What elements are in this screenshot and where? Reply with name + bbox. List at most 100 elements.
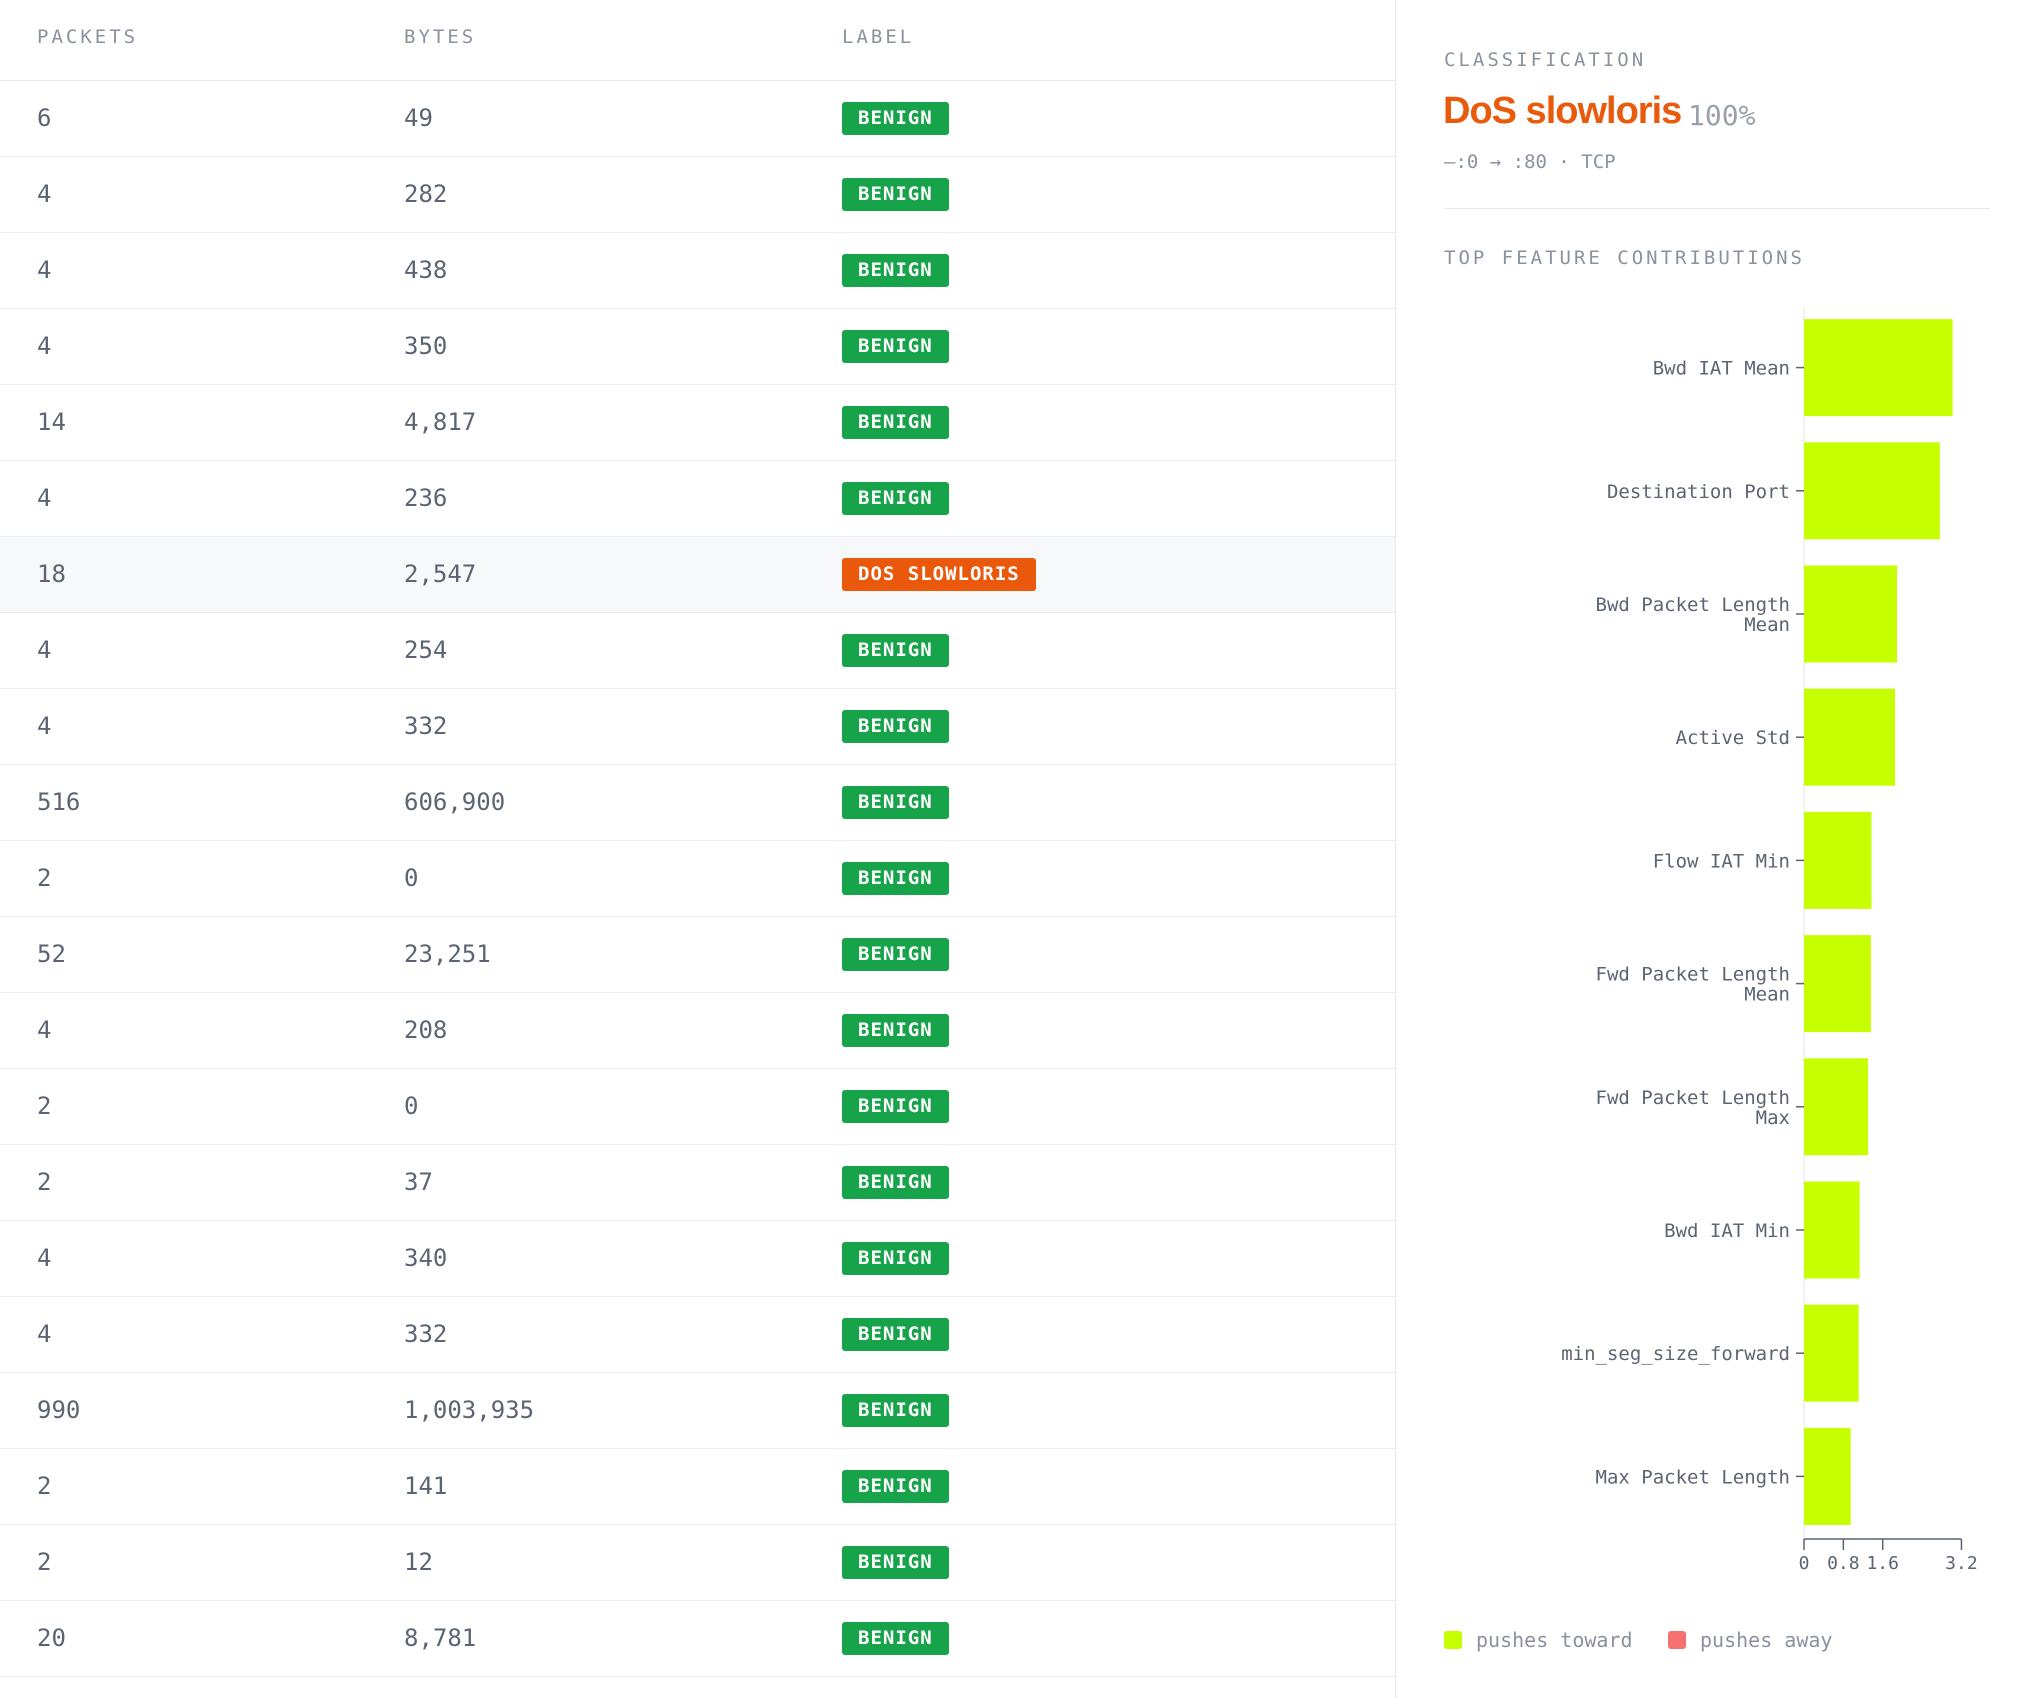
table-row[interactable]: 4 438 BENIGN (0, 233, 1395, 309)
bytes-cell: 23,251 (404, 940, 491, 968)
column-header-packets[interactable]: PACKETS (37, 26, 139, 48)
bytes-cell: 37 (404, 1168, 433, 1196)
bytes-cell: 0 (404, 864, 419, 892)
column-header-bytes[interactable]: BYTES (404, 26, 477, 48)
table-row[interactable]: 4 350 BENIGN (0, 309, 1395, 385)
table-row[interactable]: 4 340 BENIGN (0, 1221, 1395, 1297)
y-tick-label-line: Max Packet Length (1596, 1466, 1790, 1488)
packets-cell: 14 (37, 408, 66, 436)
label-badge: BENIGN (842, 1166, 949, 1199)
packets-cell: 4 (37, 180, 52, 208)
bytes-cell: 2,547 (404, 560, 477, 588)
table-header: PACKETS BYTES LABEL (0, 0, 1395, 81)
bytes-cell: 282 (404, 180, 448, 208)
flow-endpoint-summary: —:0 → :80 · TCP (1444, 151, 1616, 173)
y-tick-label: min_seg_size_forward (1561, 1343, 1790, 1365)
table-row[interactable]: 2 0 BENIGN (0, 1069, 1395, 1145)
label-badge: BENIGN (842, 1090, 949, 1123)
x-tick-label: 3.2 (1945, 1553, 1978, 1574)
chart-bar (1804, 935, 1871, 1033)
y-tick-label: Active Std (1676, 727, 1790, 749)
table-row[interactable]: 2 141 BENIGN (0, 1449, 1395, 1525)
label-badge: BENIGN (842, 1470, 949, 1503)
y-tick-label: Fwd Packet Length Mean (1596, 964, 1790, 1006)
bytes-cell: 208 (404, 1016, 448, 1044)
section-divider (1444, 208, 1990, 209)
x-tick-label: 0 (1799, 1553, 1810, 1574)
legend-away-label: pushes away (1700, 1628, 1833, 1652)
y-tick-label-line: Fwd Packet Length (1596, 964, 1790, 986)
feature-contributions-heading: TOP FEATURE CONTRIBUTIONS (1444, 247, 1805, 269)
x-tick-label: 0.8 (1827, 1553, 1860, 1574)
table-row[interactable]: 6 49 BENIGN (0, 81, 1395, 157)
packets-cell: 4 (37, 484, 52, 512)
label-badge: BENIGN (842, 634, 949, 667)
classification-heading: CLASSIFICATION (1444, 49, 1647, 71)
bytes-cell: 254 (404, 636, 448, 664)
chart-bar (1804, 442, 1940, 540)
table-row[interactable]: 2 12 BENIGN (0, 1525, 1395, 1601)
y-tick-label-line: Fwd Packet Length (1596, 1087, 1790, 1109)
panel-divider (1395, 0, 1396, 1698)
packets-cell: 990 (37, 1396, 81, 1424)
legend-toward-swatch (1444, 1631, 1462, 1649)
chart-bar (1804, 1058, 1868, 1156)
label-badge: BENIGN (842, 1394, 949, 1427)
packets-cell: 20 (37, 1624, 66, 1652)
table-row[interactable]: 52 23,251 BENIGN (0, 917, 1395, 993)
bytes-cell: 438 (404, 256, 448, 284)
packets-cell: 2 (37, 864, 52, 892)
bytes-cell: 141 (404, 1472, 448, 1500)
table-row[interactable]: 4 236 BENIGN (0, 461, 1395, 537)
table-row[interactable]: 4 254 BENIGN (0, 613, 1395, 689)
y-tick-label-line: Mean (1744, 614, 1790, 636)
bytes-cell: 12 (404, 1548, 433, 1576)
packets-cell: 18 (37, 560, 66, 588)
table-body: 6 49 BENIGN 4 282 BENIGN 4 438 BENIGN 4 350 BENIGN 1… (0, 81, 1395, 1698)
chart-bar (1804, 565, 1897, 663)
table-row[interactable]: 4 282 BENIGN (0, 157, 1395, 233)
y-tick-label: Bwd IAT Mean (1653, 358, 1790, 380)
table-row[interactable]: 2 37 BENIGN (0, 1145, 1395, 1221)
bytes-cell: 1,003,935 (404, 1396, 535, 1424)
table-row[interactable]: 14 4,817 BENIGN (0, 385, 1395, 461)
table-row[interactable]: 990 1,003,935 BENIGN (0, 1373, 1395, 1449)
label-badge: BENIGN (842, 1014, 949, 1047)
table-row[interactable]: 2 0 BENIGN (0, 841, 1395, 917)
table-row[interactable]: 4326BENIGN (0, 1677, 1395, 1698)
y-tick-label: Bwd Packet Length Mean (1596, 594, 1790, 636)
label-badge: BENIGN (842, 786, 949, 819)
packets-cell: 2 (37, 1472, 52, 1500)
legend-toward-label: pushes toward (1476, 1628, 1633, 1652)
label-badge: BENIGN (842, 330, 949, 363)
table-row[interactable]: 516 606,900 BENIGN (0, 765, 1395, 841)
table-row[interactable]: 4 208 BENIGN (0, 993, 1395, 1069)
table-row[interactable]: 18 2,547 DOS SLOWLORIS (0, 537, 1395, 613)
packets-cell: 4 (37, 712, 52, 740)
y-tick-label-line: Max (1756, 1107, 1790, 1129)
packets-cell: 4 (37, 1244, 52, 1272)
packets-cell: 4 (37, 332, 52, 360)
table-row[interactable]: 20 8,781 BENIGN (0, 1601, 1395, 1677)
table-row[interactable]: 4 332 BENIGN (0, 1297, 1395, 1373)
x-tick-label: 1.6 (1866, 1553, 1899, 1574)
packets-cell: 4 (37, 1677, 51, 1698)
y-tick-label-line: Bwd IAT Mean (1653, 358, 1790, 380)
packets-cell: 52 (37, 940, 66, 968)
y-tick-label-line: Mean (1744, 984, 1790, 1006)
bytes-cell: 326 (404, 1677, 447, 1698)
table-row[interactable]: 4 332 BENIGN (0, 689, 1395, 765)
label-badge: BENIGN (842, 482, 949, 515)
y-tick-label-line: Bwd Packet Length (1596, 594, 1790, 616)
y-tick-label-line: Destination Port (1607, 481, 1790, 503)
packets-cell: 516 (37, 788, 81, 816)
packets-cell: 4 (37, 1320, 52, 1348)
chart-bar (1804, 688, 1895, 786)
flow-table: PACKETS BYTES LABEL 6 49 BENIGN 4 282 BENIGN 4… (0, 0, 1395, 1698)
y-tick-label: Fwd Packet Length Max (1596, 1087, 1790, 1129)
label-badge: BENIGN (842, 938, 949, 971)
y-tick-label-line: Active Std (1676, 727, 1790, 749)
label-badge: BENIGN (842, 862, 949, 895)
column-header-label[interactable]: LABEL (842, 26, 915, 48)
label-badge: BENIGN (842, 710, 949, 743)
